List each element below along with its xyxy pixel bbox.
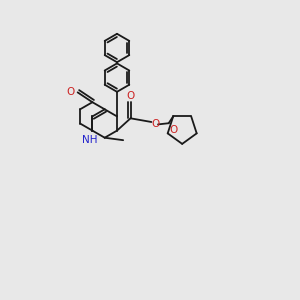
Text: O: O — [169, 125, 178, 135]
Text: O: O — [126, 91, 135, 101]
Text: O: O — [151, 119, 159, 129]
Text: O: O — [66, 87, 74, 98]
Text: NH: NH — [82, 135, 98, 145]
